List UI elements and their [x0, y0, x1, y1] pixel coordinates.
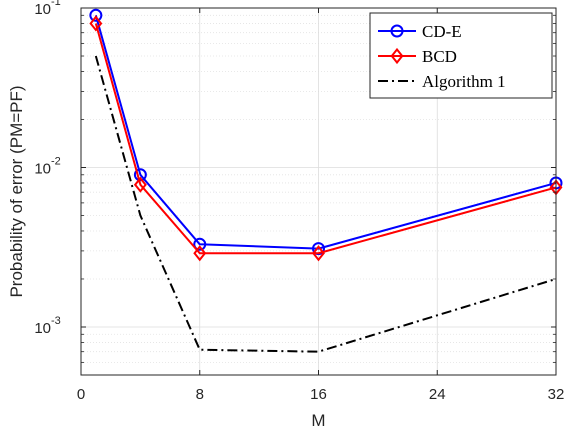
- legend-item: Algorithm 1: [378, 72, 506, 91]
- series-0: [89, 8, 563, 256]
- data-point: [89, 8, 103, 22]
- y-tick-label: 10: [34, 320, 51, 337]
- x-tick-label: 24: [429, 386, 446, 403]
- data-point: [133, 168, 147, 182]
- x-tick-label: 32: [548, 386, 565, 403]
- x-tick-label: 8: [196, 386, 204, 403]
- x-tick-label: 16: [310, 386, 327, 403]
- y-tick-exponent: -3: [51, 315, 61, 327]
- data-point: [193, 245, 207, 262]
- x-tick-label: 0: [77, 386, 85, 403]
- y-tick-label: 10: [34, 1, 51, 18]
- legend-swatch-marker: [390, 47, 404, 65]
- data-point: [89, 15, 103, 32]
- y-tick-exponent: -1: [51, 0, 61, 8]
- legend-label: CD-E: [422, 22, 462, 41]
- legend: CD-E BCD Algorithm 1: [369, 12, 553, 99]
- legend-swatch-marker: [390, 24, 404, 38]
- series-layer: [89, 8, 563, 353]
- data-point: [312, 245, 325, 262]
- y-axis-label: Probability of error (PM=PF): [7, 85, 26, 297]
- series-line: [94, 23, 557, 255]
- data-point: [193, 237, 207, 251]
- y-tick-label: 10: [34, 160, 51, 177]
- y-tick-exponent: -2: [51, 155, 61, 167]
- legend-label: Algorithm 1: [422, 72, 506, 91]
- data-point: [133, 176, 147, 193]
- series-line: [94, 15, 557, 250]
- legend-item: BCD: [378, 47, 457, 66]
- x-axis-label: M: [311, 411, 325, 430]
- legend-label: BCD: [422, 47, 457, 66]
- series-1: [89, 15, 563, 262]
- legend-item: CD-E: [378, 22, 462, 41]
